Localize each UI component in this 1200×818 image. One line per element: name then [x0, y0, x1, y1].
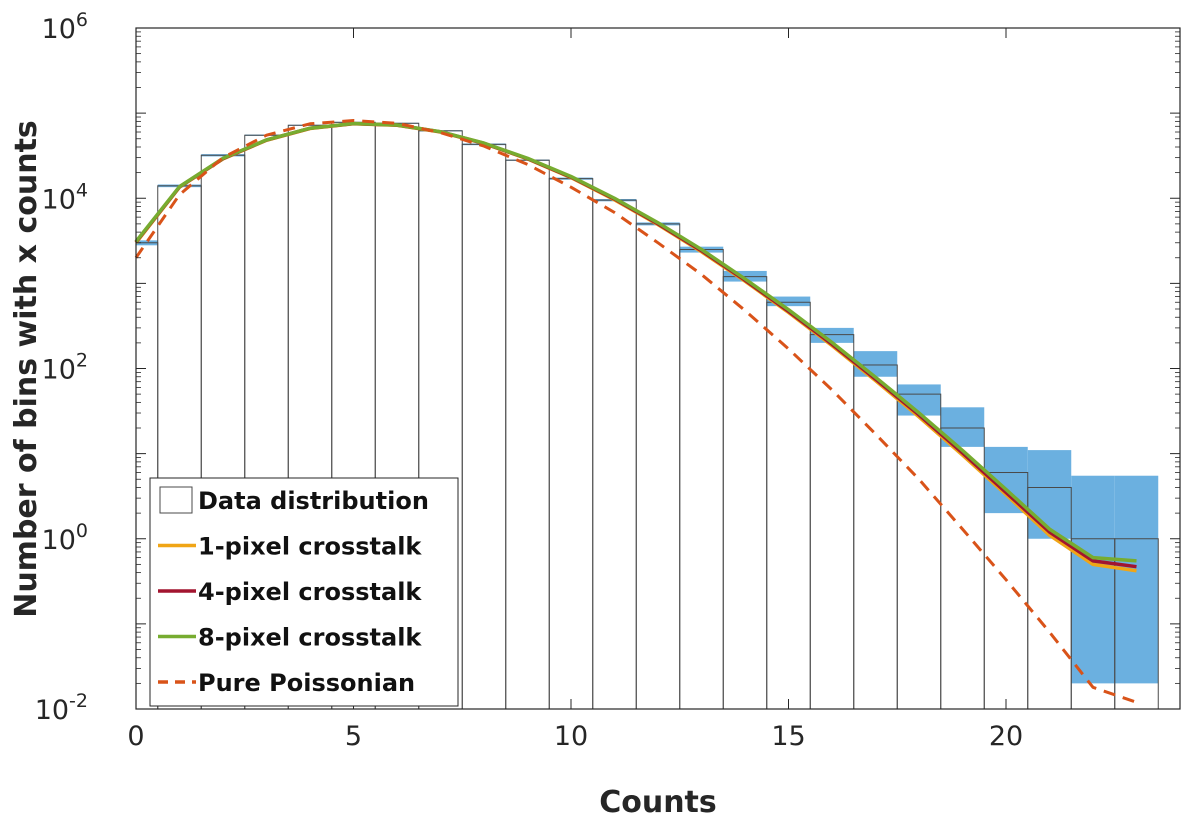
- series-line-pure-poissonian: [134, 119, 1137, 704]
- axes: [135, 27, 1181, 710]
- y-axis-title: Number of bins with x counts: [9, 120, 44, 618]
- series-layer: [134, 119, 1137, 704]
- x-tick-label: 20: [989, 721, 1023, 752]
- x-axis-title: Counts: [599, 785, 717, 818]
- x-tick-label: 15: [771, 721, 805, 752]
- x-tick-label: 10: [554, 721, 588, 752]
- legend-label-1-pixel-crosstalk: 1-pixel crosstalk: [198, 533, 422, 561]
- legend-swatch-data-distribution: [159, 486, 193, 514]
- y-tick-label: 10-2: [35, 690, 88, 726]
- y-tick-label: 100: [42, 520, 88, 556]
- series-line-8-pixel-crosstalk: [134, 121, 1137, 563]
- tick-labels: 0 5 10 15 20 10-2 100 102 104 106: [35, 9, 1023, 752]
- band-segment: [766, 296, 811, 307]
- legend-label-8-pixel-crosstalk: 8-pixel crosstalk: [198, 624, 422, 652]
- legend-label-pure-poissonian: Pure Poissonian: [198, 669, 415, 697]
- y-tick-label: 106: [42, 9, 88, 45]
- legend: Data distribution 1-pixel crosstalk 4-pixe…: [149, 477, 459, 707]
- y-tick-label: 102: [42, 350, 88, 386]
- legend-label-data-distribution: Data distribution: [198, 487, 429, 515]
- x-tick-label: 0: [127, 721, 144, 752]
- y-tick-label: 104: [42, 179, 88, 215]
- legend-box: [149, 477, 459, 707]
- x-tick-label: 5: [345, 721, 362, 752]
- band-segment: [1114, 475, 1159, 684]
- band-segment: [1071, 475, 1115, 684]
- legend-label-4-pixel-crosstalk: 4-pixel crosstalk: [198, 578, 422, 606]
- band-segment: [1027, 450, 1072, 539]
